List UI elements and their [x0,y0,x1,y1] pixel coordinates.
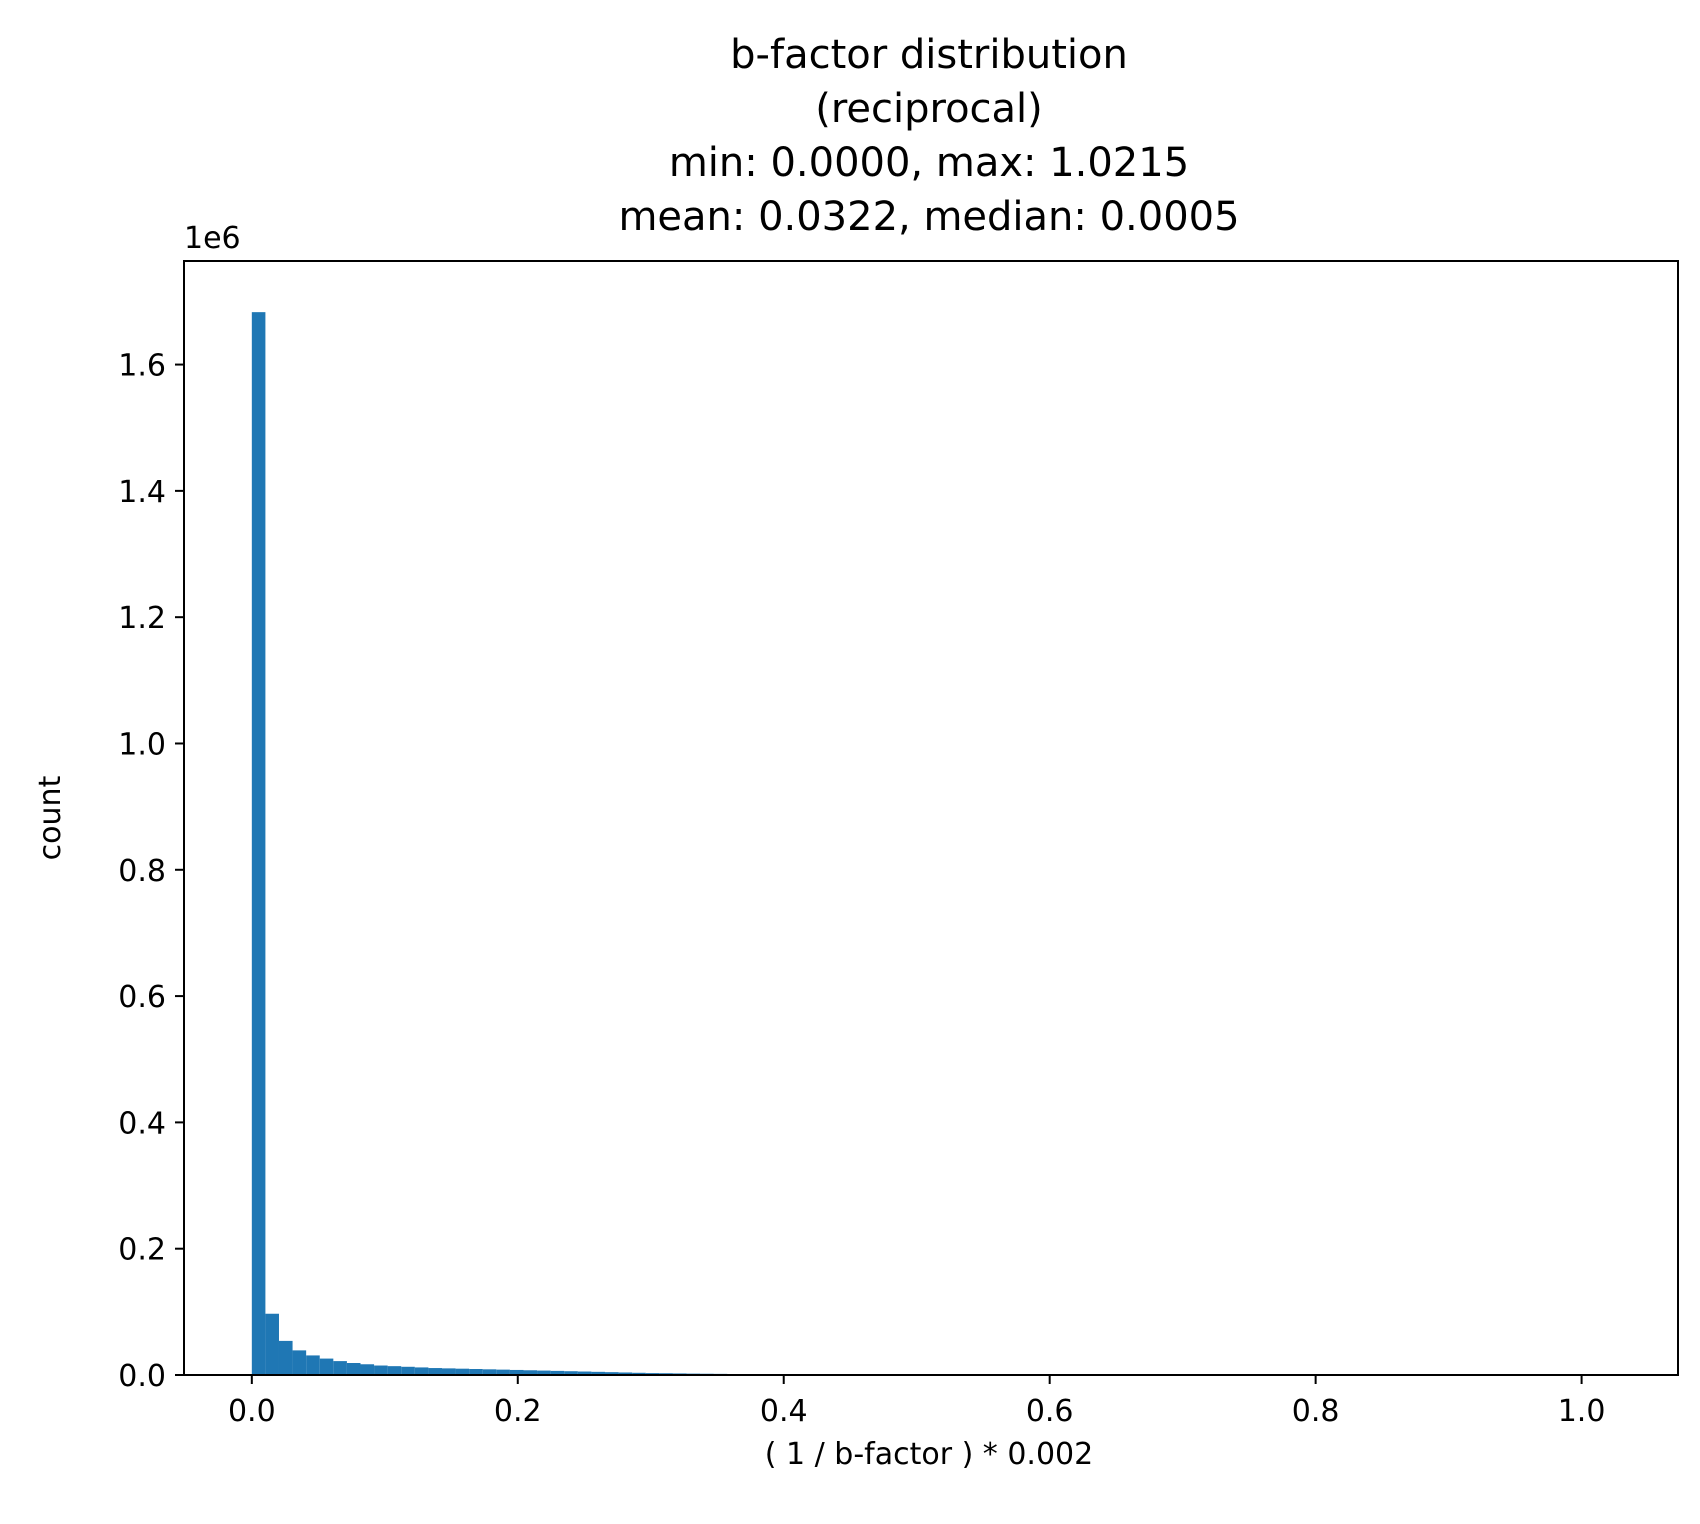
histogram-bar [564,1371,578,1375]
histogram-bar [591,1371,605,1375]
plot-frame [183,260,1679,1376]
chart-title: b-factor distribution (reciprocal) min: … [618,32,1239,240]
x-tick-label: 0.8 [1292,1394,1340,1429]
histogram-bar [550,1370,565,1375]
histogram-bar [387,1366,402,1375]
y-tick-label: 0.0 [118,1359,166,1394]
histogram-bar [604,1372,619,1375]
y-tick-label: 1.6 [118,349,166,384]
histogram-bar [523,1370,538,1375]
histogram-bar [360,1364,375,1375]
histogram-bar [346,1363,361,1375]
x-tick-label: 0.4 [760,1394,808,1429]
histogram-bar [441,1368,456,1375]
histogram-bar [292,1350,307,1375]
histogram-bar [278,1340,293,1375]
histogram-bar [632,1372,646,1375]
histogram-bar [306,1355,320,1375]
histogram-bar [265,1313,279,1375]
histogram-bar [428,1368,442,1375]
title-line-1: b-factor distribution [730,32,1128,78]
x-tick-label: 1.0 [1558,1394,1606,1429]
title-line-4: mean: 0.0322, median: 0.0005 [618,194,1239,240]
histogram-bars [251,312,986,1376]
histogram-bar [319,1358,334,1375]
histogram-bar [401,1366,415,1375]
x-axis-ticks: 0.0 0.2 0.4 0.6 0.8 1.0 [228,1375,1605,1429]
title-line-3: min: 0.0000, max: 1.0215 [669,140,1189,186]
histogram-bar [374,1365,388,1375]
y-tick-label: 1.4 [118,475,166,510]
histogram-bar [414,1367,429,1375]
y-tick-label: 0.4 [118,1106,166,1141]
histogram-bar [455,1368,470,1375]
x-tick-label: 0.6 [1026,1394,1074,1429]
histogram-bar [577,1371,592,1375]
histogram-bar [482,1369,497,1375]
histogram-bar [537,1370,551,1375]
x-tick-label: 0.2 [494,1394,542,1429]
y-tick-label: 0.6 [118,980,166,1015]
histogram-bar [509,1369,524,1375]
x-tick-label: 0.0 [228,1394,276,1429]
histogram-bar [251,312,266,1375]
y-tick-label: 0.2 [118,1233,166,1268]
y-tick-label: 1.2 [118,601,166,636]
y-tick-label: 1.0 [118,727,166,762]
histogram-bar [496,1369,510,1375]
x-axis-label: ( 1 / b-factor ) * 0.002 [765,1437,1093,1472]
y-tick-label: 0.8 [118,854,166,889]
y-axis-ticks: 0.0 0.2 0.4 0.6 0.8 1.0 1.2 1.4 1.6 [118,349,184,1394]
y-offset-label: 1e6 [184,221,241,256]
title-line-2: (reciprocal) [815,86,1043,132]
y-axis-label: count [33,775,68,860]
histogram-bar [333,1361,347,1375]
histogram-bar [618,1372,633,1375]
histogram-bar [469,1369,483,1375]
